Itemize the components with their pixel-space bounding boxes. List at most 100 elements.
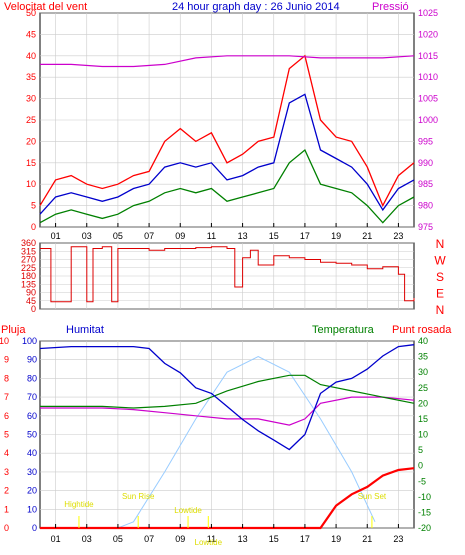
direction-tick-label: 90 bbox=[26, 288, 36, 298]
rain-tick-label: 5 bbox=[4, 430, 9, 440]
temperature-tick-label: 15 bbox=[418, 414, 428, 424]
climate-panel: 0102030405060708090100012345678910-20-15… bbox=[0, 336, 431, 547]
x-tick-label: 17 bbox=[300, 231, 310, 241]
humidity-tick-label: 0 bbox=[32, 523, 37, 533]
x-tick-label: 17 bbox=[300, 534, 310, 544]
chart-title: 24 hour graph day : 26 Junio 2014 bbox=[172, 1, 340, 13]
pressure-tick-label: 1000 bbox=[418, 115, 438, 125]
wind-tick-label: 35 bbox=[26, 72, 36, 82]
x-tick-label: 03 bbox=[82, 534, 92, 544]
direction-tick-label: 180 bbox=[21, 271, 36, 281]
wind-tick-label: 25 bbox=[26, 115, 36, 125]
humidity-tick-label: 90 bbox=[27, 355, 37, 365]
wind-tick-label: 50 bbox=[26, 8, 36, 18]
rain-tick-label: 10 bbox=[0, 336, 9, 346]
temperature-tick-label: 5 bbox=[418, 445, 423, 455]
rain-tick-label: 2 bbox=[4, 486, 9, 496]
x-tick-label: 15 bbox=[269, 231, 279, 241]
x-tick-label: 05 bbox=[113, 534, 123, 544]
temperature-tick-label: 20 bbox=[418, 398, 428, 408]
pressure-tick-label: 980 bbox=[418, 201, 433, 211]
rain-label: Pluja bbox=[1, 324, 26, 336]
sun-marker-label: Sun Rise bbox=[122, 492, 155, 501]
direction-letter-e: E bbox=[436, 287, 444, 301]
x-tick-label: 01 bbox=[51, 534, 61, 544]
temperature-tick-label: 10 bbox=[418, 430, 428, 440]
rain-tick-label: 9 bbox=[4, 355, 9, 365]
wind-tick-label: 45 bbox=[26, 29, 36, 39]
pressure-tick-label: 1015 bbox=[418, 51, 438, 61]
direction-tick-label: 315 bbox=[21, 246, 36, 256]
temperature-tick-label: -15 bbox=[418, 507, 431, 517]
temperature-tick-label: 35 bbox=[418, 352, 428, 362]
x-tick-label: 01 bbox=[51, 231, 61, 241]
direction-letter-n: N bbox=[436, 303, 445, 317]
x-tick-label: 09 bbox=[175, 231, 185, 241]
direction-tick-label: 0 bbox=[31, 304, 36, 314]
x-tick-label: 09 bbox=[175, 534, 185, 544]
humidity-tick-label: 20 bbox=[27, 486, 37, 496]
humidity-tick-label: 70 bbox=[27, 392, 37, 402]
x-tick-label: 13 bbox=[238, 231, 248, 241]
humidity-tick-label: 60 bbox=[27, 411, 37, 421]
x-tick-label: 03 bbox=[82, 231, 92, 241]
humidity-tick-label: 30 bbox=[27, 467, 37, 477]
rain-tick-label: 1 bbox=[4, 504, 9, 514]
humidity-tick-label: 10 bbox=[27, 504, 37, 514]
wind-pressure-panel: 0510152025303540455097598098599099510001… bbox=[26, 8, 438, 241]
rain-tick-label: 0 bbox=[4, 523, 9, 533]
direction-tick-label: 360 bbox=[21, 238, 36, 248]
dew-point-line bbox=[40, 396, 415, 426]
rain-tick-label: 6 bbox=[4, 411, 9, 421]
temperature-tick-label: 30 bbox=[418, 367, 428, 377]
humidity-tick-label: 50 bbox=[27, 430, 37, 440]
rain-tick-label: 3 bbox=[4, 467, 9, 477]
x-tick-label: 15 bbox=[269, 534, 279, 544]
x-tick-label: 07 bbox=[144, 534, 154, 544]
x-tick-label: 23 bbox=[393, 534, 403, 544]
wind-tick-label: 15 bbox=[26, 158, 36, 168]
rain-tick-label: 4 bbox=[4, 448, 9, 458]
x-tick-label: 21 bbox=[362, 534, 372, 544]
temperature-tick-label: 40 bbox=[418, 336, 428, 346]
sun-marker-label: Lowtide bbox=[174, 506, 202, 515]
pressure-tick-label: 975 bbox=[418, 222, 433, 232]
pressure-tick-label: 1005 bbox=[418, 94, 438, 104]
rain-tick-label: 7 bbox=[4, 392, 9, 402]
sun-elevation-curve bbox=[117, 356, 376, 529]
direction-line bbox=[40, 246, 415, 303]
temperature-tick-label: 25 bbox=[418, 383, 428, 393]
direction-tick-label: 225 bbox=[21, 263, 36, 273]
temperature-line bbox=[40, 374, 415, 409]
x-tick-label: 21 bbox=[362, 231, 372, 241]
direction-tick-label: 135 bbox=[21, 279, 36, 289]
humidity-line bbox=[39, 344, 415, 451]
wind-tick-label: 20 bbox=[26, 136, 36, 146]
wind-tick-label: 5 bbox=[31, 201, 36, 211]
temperature-tick-label: 0 bbox=[418, 461, 423, 471]
x-tick-label: 19 bbox=[331, 534, 341, 544]
pressure-tick-label: 995 bbox=[418, 136, 433, 146]
wind-average-line bbox=[39, 93, 415, 215]
x-tick-label: 07 bbox=[144, 231, 154, 241]
x-tick-label: 23 bbox=[393, 231, 403, 241]
x-tick-label: 05 bbox=[113, 231, 123, 241]
sun-marker-label: Lowtide bbox=[195, 538, 223, 547]
humidity-label: Humitat bbox=[66, 324, 104, 336]
pressure-tick-label: 1010 bbox=[418, 72, 438, 82]
humidity-tick-label: 40 bbox=[27, 448, 37, 458]
pressure-tick-label: 1020 bbox=[418, 29, 438, 39]
wind-gust-line bbox=[39, 54, 415, 208]
pressure-label: Pressió bbox=[372, 1, 409, 13]
sun-marker-label: Hightide bbox=[64, 500, 94, 509]
wind-tick-label: 30 bbox=[26, 94, 36, 104]
temperature-tick-label: -10 bbox=[418, 492, 431, 502]
direction-letter-n: N bbox=[436, 237, 445, 251]
rain-tick-label: 8 bbox=[4, 373, 9, 383]
temperature-tick-label: -5 bbox=[418, 476, 426, 486]
direction-letter-s: S bbox=[436, 270, 444, 284]
x-tick-label: 11 bbox=[207, 534, 216, 544]
direction-tick-label: 270 bbox=[21, 255, 36, 265]
wind-tick-label: 40 bbox=[26, 51, 36, 61]
